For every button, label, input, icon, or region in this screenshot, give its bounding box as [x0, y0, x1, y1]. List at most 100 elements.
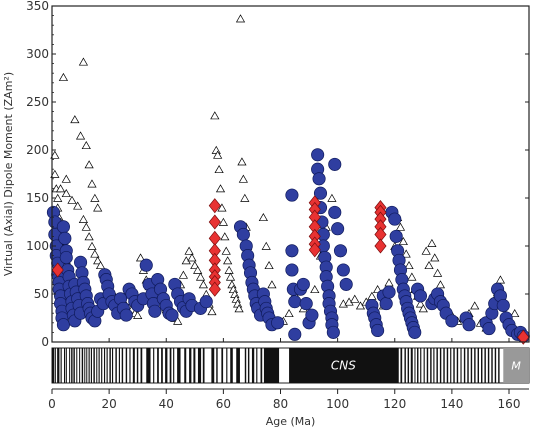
polarity-interval — [140, 348, 143, 383]
data-point-triangle — [284, 308, 294, 318]
data-point-triangle — [367, 291, 377, 300]
data-point-triangle — [258, 212, 268, 222]
plot-frame — [51, 5, 530, 343]
polarity-interval — [193, 348, 196, 383]
data-point-triangle — [310, 284, 320, 294]
polarity-interval — [443, 348, 445, 383]
data-point-circle — [482, 322, 496, 336]
polarity-interval — [498, 348, 500, 383]
polarity-interval — [90, 348, 92, 383]
data-point-circle — [328, 157, 342, 171]
polarity-interval — [173, 348, 175, 383]
data-point-triangle — [61, 174, 71, 183]
x-tick-label: 100 — [326, 397, 349, 411]
polarity-interval — [93, 348, 95, 383]
polarity-interval — [446, 348, 449, 383]
data-point-circle — [333, 244, 348, 258]
cns-block — [289, 348, 398, 383]
data-point-triangle — [93, 256, 103, 265]
polarity-interval — [430, 348, 432, 383]
series-filled-circle — [46, 148, 530, 343]
data-point-triangle — [264, 260, 274, 270]
polarity-interval — [169, 348, 172, 383]
data-point-triangle — [135, 253, 146, 262]
data-point-triangle — [95, 260, 106, 270]
data-point-triangle — [404, 260, 414, 270]
polarity-interval — [260, 348, 263, 383]
x-tick-label: 160 — [498, 397, 521, 411]
polarity-interval — [474, 348, 476, 383]
polarity-interval — [256, 348, 258, 383]
data-point-triangle — [432, 268, 443, 277]
polarity-interval — [84, 348, 86, 383]
data-point-circle — [413, 289, 428, 303]
data-point-triangle — [424, 260, 434, 270]
data-point-triangle — [427, 238, 437, 247]
data-point-triangle — [221, 246, 231, 255]
polarity-interval — [400, 348, 403, 383]
x-tick-label: 80 — [273, 397, 288, 411]
x-tick-label: 140 — [440, 397, 463, 411]
data-point-triangle — [78, 57, 89, 66]
polarity-interval — [197, 348, 202, 383]
x-tick-label: 0 — [48, 397, 56, 411]
series-filled-diamond — [51, 195, 530, 345]
data-point-circle — [331, 222, 345, 236]
polarity-interval — [98, 348, 100, 383]
data-point-triangle — [240, 193, 250, 202]
polarity-interval — [484, 348, 486, 383]
data-point-triangle — [225, 272, 236, 281]
polarity-interval — [65, 348, 67, 383]
data-point-circle — [288, 327, 302, 341]
y-tick-label: 100 — [26, 239, 49, 253]
data-point-circle — [496, 298, 510, 313]
markers-layer — [46, 14, 530, 345]
data-point-triangle — [207, 307, 217, 316]
data-point-triangle — [81, 140, 91, 150]
data-point-triangle — [87, 179, 97, 188]
data-point-triangle — [213, 150, 223, 159]
polarity-interval — [96, 348, 98, 383]
polarity-interval — [463, 348, 466, 383]
axes-layer: 0 50 100 150 200 250 300 350 0 20 40 60 80 100 120 140 1… — [26, 0, 529, 411]
polarity-interval — [184, 348, 187, 383]
data-point-triangle — [267, 280, 277, 289]
polarity-interval — [76, 348, 78, 383]
polarity-interval — [410, 348, 413, 383]
polarity-interval — [436, 348, 438, 383]
y-tick-label: 50 — [34, 287, 49, 301]
y-tick-label: 0 — [41, 335, 49, 349]
polarity-interval — [244, 348, 247, 383]
data-point-triangle — [261, 241, 271, 250]
polarity-interval — [211, 348, 215, 383]
data-point-triangle — [401, 249, 411, 258]
data-point-triangle — [510, 308, 520, 318]
polarity-interval — [52, 348, 55, 383]
polarity-interval — [417, 348, 419, 383]
data-point-triangle — [495, 275, 506, 284]
polarity-interval — [106, 348, 108, 383]
polarity-interval — [129, 348, 131, 383]
data-point-triangle — [195, 272, 206, 281]
data-point-circle — [58, 231, 72, 245]
data-point-diamond — [208, 230, 221, 246]
polarity-interval — [439, 348, 442, 383]
data-point-circle — [56, 220, 70, 234]
polarity-interval — [121, 348, 124, 383]
data-point-triangle — [398, 236, 408, 246]
polarity-interval — [226, 348, 228, 383]
data-point-triangle — [198, 280, 208, 289]
polarity-interval — [407, 348, 410, 383]
data-point-circle — [165, 308, 179, 322]
data-point-triangle — [61, 188, 71, 198]
polarity-interval — [115, 348, 117, 383]
polarity-interval — [153, 348, 155, 383]
data-point-diamond — [208, 281, 221, 297]
x-axis-label: Age (Ma) — [266, 415, 316, 428]
polarity-interval — [111, 348, 114, 383]
m-sequence-block — [503, 348, 529, 383]
data-point-circle — [462, 318, 476, 332]
data-point-triangle — [193, 265, 203, 274]
data-point-circle — [312, 172, 326, 186]
